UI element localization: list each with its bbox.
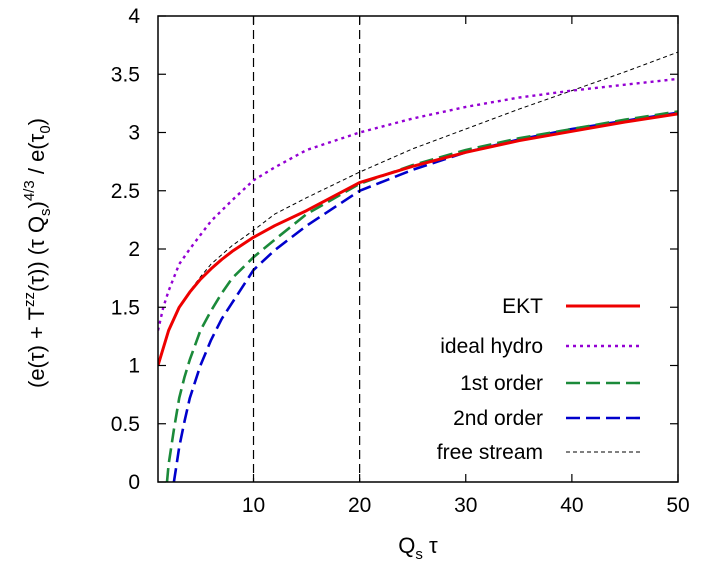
series-line-ekt [158, 112, 678, 366]
y-tick-label: 4 [128, 5, 140, 28]
legend-label-ideal-hydro: ideal hydro [440, 335, 543, 358]
y-label-part-3: ) [24, 201, 49, 208]
y-label-part-1: (e(τ) + T [24, 307, 49, 388]
x-label-rest: τ [423, 533, 438, 558]
y-axis-label: (e(τ) + Tzz(τ)) (τ Qs)4/3 / e(τ0) [21, 118, 54, 388]
y-tick-label: 1 [128, 355, 140, 378]
x-tick-label: 50 [666, 494, 689, 517]
x-tick-label: 40 [560, 494, 583, 517]
y-label-sup-1: zz [21, 292, 38, 307]
legend-label-2nd-order: 2nd order [453, 407, 543, 430]
y-tick-label: 0.5 [111, 413, 140, 436]
legend-label-ekt: EKT [502, 295, 543, 318]
y-label-part-5: ) [24, 118, 49, 125]
series-line-ideal-hydro [158, 77, 678, 331]
y-label-sub-1: s [37, 208, 54, 216]
y-tick-label: 2 [128, 238, 140, 261]
y-tick-label: 1.5 [111, 296, 140, 319]
series-line-free-stream [158, 51, 678, 366]
x-tick-label: 30 [454, 494, 477, 517]
series-line-2nd-order [172, 111, 678, 482]
legend: EKT ideal hydro 1st order 2nd order free str… [437, 295, 640, 464]
x-label-sub: s [415, 546, 423, 563]
x-tick-label: 20 [348, 494, 371, 517]
y-tick-label: 2.5 [111, 180, 140, 203]
y-label-part-2: (τ)) (τ Q [24, 216, 49, 292]
x-axis-label: Qs τ [398, 533, 438, 563]
y-tick-label: 3 [128, 122, 140, 145]
series-line-1st-order [165, 110, 678, 482]
y-tick-label: 3.5 [111, 63, 140, 86]
y-label-part-4: / e(τ [24, 133, 49, 180]
x-label-base: Q [398, 533, 415, 558]
reference-vlines [252, 16, 361, 482]
y-label-sup-2: 4/3 [21, 180, 38, 201]
y-label-sub-2: 0 [37, 125, 54, 133]
legend-label-1st-order: 1st order [460, 372, 543, 395]
y-tick-label: 0 [128, 471, 140, 494]
x-tick-label: 10 [242, 494, 265, 517]
legend-label-free-stream: free stream [437, 441, 543, 464]
axis-ticks: 10 20 30 40 50 0 0.5 1 1.5 2 2.5 3 3.5 4 [111, 5, 690, 517]
